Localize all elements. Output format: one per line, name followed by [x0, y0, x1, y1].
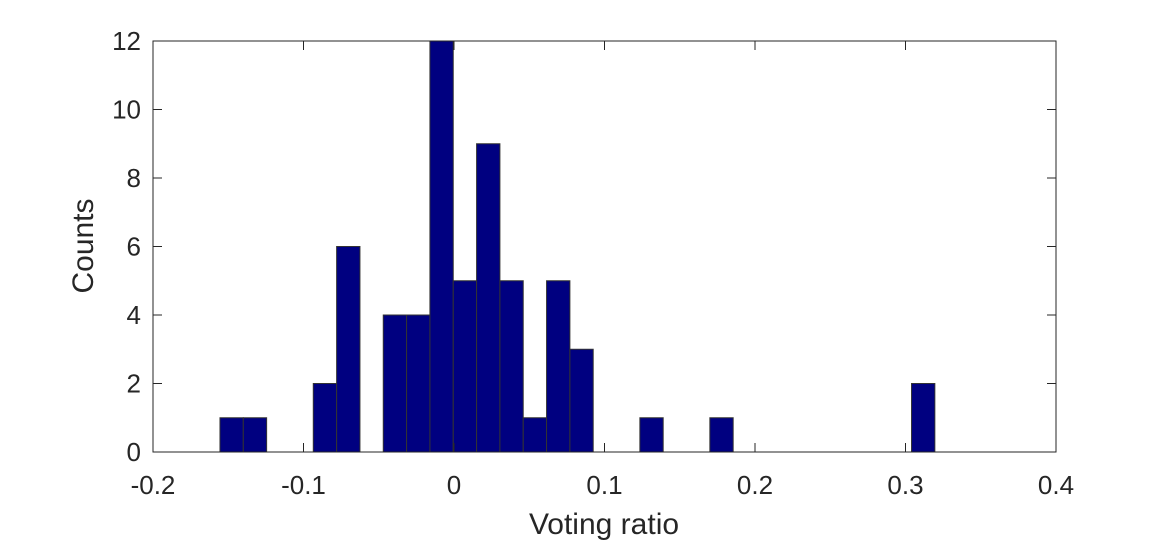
histogram-bar [219, 417, 244, 453]
histogram-bar [911, 383, 936, 453]
x-tick-label: 0.4 [1038, 470, 1074, 500]
y-tick-labels: 0 2 4 6 8 10 12 [112, 26, 141, 467]
y-tick-label: 12 [112, 26, 141, 56]
histogram-bar [336, 246, 361, 453]
y-tick-label: 10 [112, 95, 141, 125]
plot-frame [152, 40, 1057, 453]
y-tick-label: 0 [127, 437, 141, 467]
plot-area [153, 41, 1056, 452]
histogram-bar [522, 417, 548, 453]
histogram-bar [569, 348, 594, 453]
x-tick-label: 0 [447, 470, 461, 500]
y-tick-label: 4 [127, 300, 141, 330]
x-tick-label: 0.3 [887, 470, 923, 500]
histogram-bar [499, 280, 524, 453]
histogram-bar [382, 314, 408, 453]
x-tick-label: -0.2 [131, 470, 176, 500]
y-tick-label: 8 [127, 163, 141, 193]
x-tick-labels: -0.2 -0.1 0 0.1 0.2 0.3 0.4 [131, 470, 1074, 500]
histogram-bar [476, 143, 501, 453]
histogram-bar [312, 383, 338, 453]
histogram-bar [452, 280, 478, 453]
histogram-bar [546, 280, 571, 453]
x-axis-label: Voting ratio [529, 508, 679, 541]
x-tick-label: 0.1 [586, 470, 622, 500]
y-tick-label: 2 [127, 369, 141, 399]
y-tick-label: 6 [127, 232, 141, 262]
bars-group [219, 40, 936, 453]
y-axis-label: Counts [67, 198, 100, 293]
histogram-bar [709, 417, 734, 453]
histogram-bar [242, 417, 268, 453]
histogram-bar [429, 40, 454, 453]
histogram-bar [406, 314, 431, 453]
histogram-bar [639, 417, 664, 453]
x-tick-label: 0.2 [737, 470, 773, 500]
x-tick-label: -0.1 [281, 470, 326, 500]
